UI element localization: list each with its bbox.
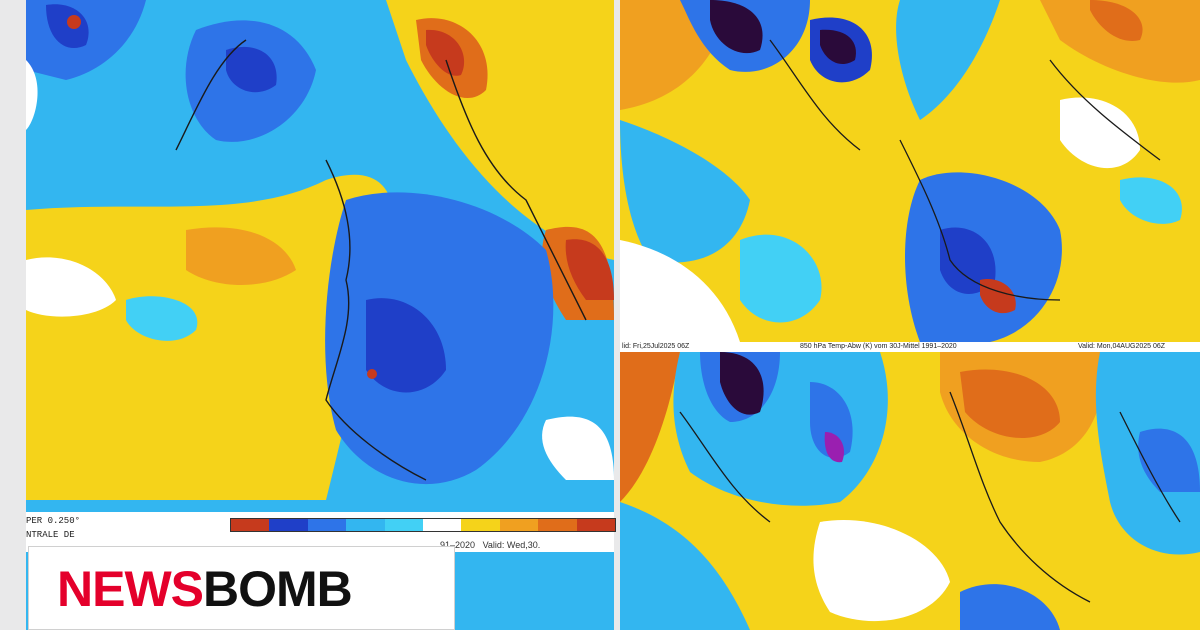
- left-map-valid-text: 91–2020 Valid: Wed,30.: [440, 540, 541, 550]
- caption-right: Valid: Mon,04AUG2025 06Z: [1078, 343, 1166, 350]
- right-top-weather-map: [620, 0, 1200, 342]
- right-map-caption-strip: lid: Fri,25Jul2025 06Z 850 hPa Temp-Abw …: [620, 342, 1200, 352]
- right-bottom-weather-map: [620, 352, 1200, 630]
- color-scale-bar: [230, 518, 616, 532]
- logo-wordmark: NEWSBOMB: [57, 561, 353, 617]
- legend-resolution-text: PER 0.250°: [26, 516, 81, 526]
- logo-bomb-text: BOMB: [203, 561, 353, 617]
- logo-news-text: NEWS: [57, 561, 204, 617]
- right-bottom-map-graphic: [620, 352, 1200, 630]
- left-map-graphic: [26, 0, 614, 630]
- newsbomb-logo[interactable]: NEWSBOMB: [28, 546, 455, 630]
- left-weather-map: [26, 0, 614, 630]
- caption-left: lid: Fri,25Jul2025 06Z: [622, 343, 690, 350]
- right-top-map-graphic: [620, 0, 1200, 342]
- caption-middle: 850 hPa Temp-Abw (K) vom 30J-Mittel 1991…: [800, 343, 957, 350]
- legend-source-text: NTRALE DE: [26, 530, 75, 540]
